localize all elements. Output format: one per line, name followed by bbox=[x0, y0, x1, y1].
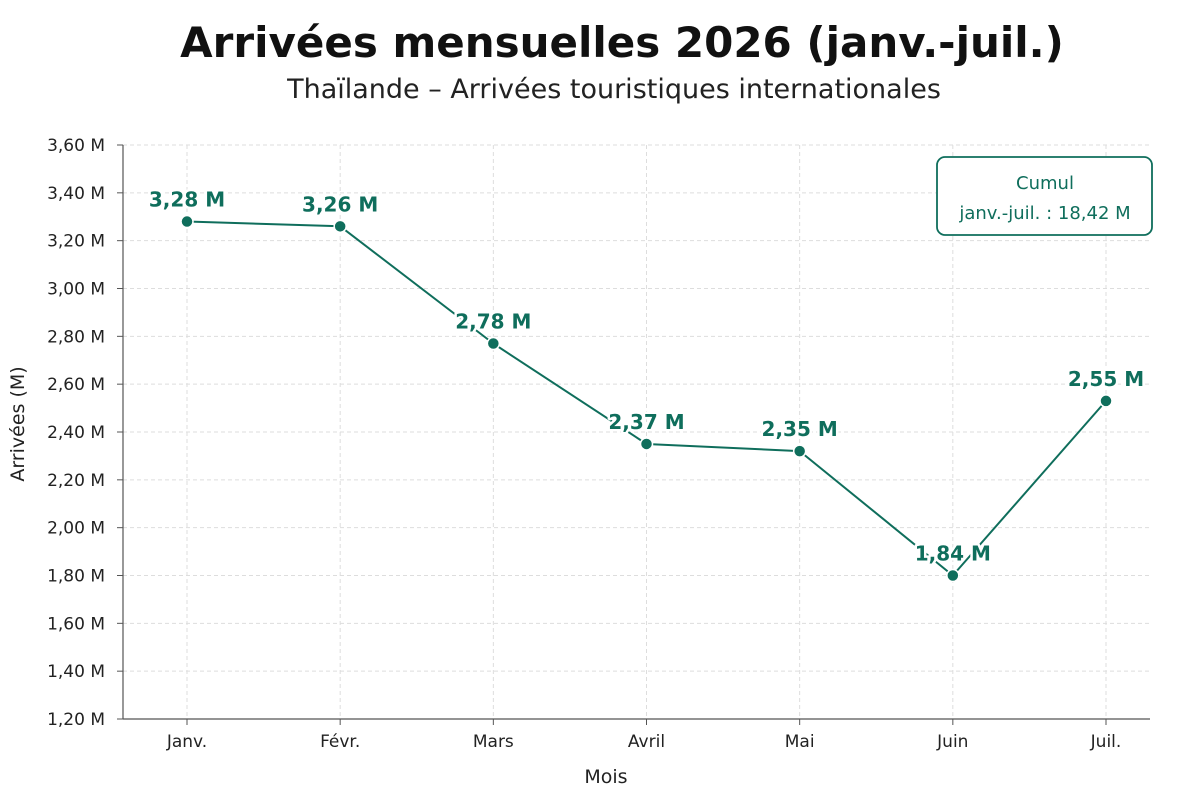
y-tick-label: 2,80 M bbox=[47, 327, 105, 347]
annotation-line-1: Cumul bbox=[1016, 173, 1074, 194]
x-tick-label: Juil. bbox=[1090, 732, 1122, 752]
series-line-group bbox=[180, 214, 1113, 583]
x-tick-label: Juin bbox=[936, 732, 968, 752]
x-tick-label: Janv. bbox=[166, 732, 207, 752]
data-point bbox=[792, 444, 807, 458]
y-tick-label: 1,20 M bbox=[47, 710, 105, 730]
x-axis: Janv. Févr. Mars Avril Mai Juin Juil. bbox=[123, 718, 1150, 752]
annotation-box bbox=[936, 156, 1153, 236]
data-point bbox=[333, 219, 347, 234]
x-tick-label: Mai bbox=[785, 732, 815, 752]
data-point bbox=[486, 336, 501, 351]
x-axis-label: Mois bbox=[584, 766, 627, 788]
data-point bbox=[1099, 394, 1113, 408]
y-axis-label: Arrivées (M) bbox=[7, 366, 29, 481]
y-tick-label: 2,20 M bbox=[47, 471, 105, 491]
y-tick-label: 3,00 M bbox=[47, 280, 105, 300]
y-tick-label: 1,80 M bbox=[47, 567, 105, 587]
data-label: 2,35 M bbox=[762, 417, 838, 441]
cumulative-annotation: Cumul janv.-juil. : 18,42 M bbox=[936, 156, 1153, 236]
annotation-line-2: janv.-juil. : 18,42 M bbox=[958, 203, 1130, 224]
y-tick-label: 2,00 M bbox=[47, 519, 105, 539]
y-tick-label: 3,20 M bbox=[47, 232, 105, 252]
data-point bbox=[639, 437, 654, 451]
data-label: 1,84 M bbox=[915, 542, 991, 566]
y-tick-label: 1,40 M bbox=[47, 662, 105, 682]
y-tick-label: 2,40 M bbox=[47, 423, 105, 443]
grid-lines bbox=[123, 144, 1150, 719]
y-axis: 1,20 M 1,40 M 1,60 M 1,80 M 2,00 M 2,20 M 2,40… bbox=[47, 136, 124, 730]
data-label: 2,78 M bbox=[455, 310, 531, 334]
data-label: 3,26 M bbox=[302, 192, 378, 216]
x-tick-label: Mars bbox=[473, 732, 514, 752]
y-tick-label: 1,60 M bbox=[47, 614, 105, 634]
x-tick-label: Févr. bbox=[320, 732, 360, 752]
chart-subtitle: Thaïlande – Arrivées touristiques intern… bbox=[286, 74, 941, 105]
data-labels: 3,28 M 3,26 M 2,78 M 2,37 M 2,35 M 1,84 M 2,55… bbox=[146, 185, 1146, 568]
y-tick-label: 3,40 M bbox=[47, 184, 105, 204]
chart-title: Arrivées mensuelles 2026 (janv.-juil.) bbox=[180, 18, 1064, 67]
data-point bbox=[180, 214, 194, 229]
y-tick-label: 3,60 M bbox=[47, 136, 105, 156]
data-label: 2,37 M bbox=[608, 410, 684, 434]
data-label: 3,28 M bbox=[149, 188, 225, 212]
x-tick-label: Avril bbox=[628, 732, 665, 752]
data-label: 2,55 M bbox=[1068, 367, 1144, 391]
y-tick-label: 2,60 M bbox=[47, 375, 105, 395]
data-point bbox=[946, 568, 960, 583]
